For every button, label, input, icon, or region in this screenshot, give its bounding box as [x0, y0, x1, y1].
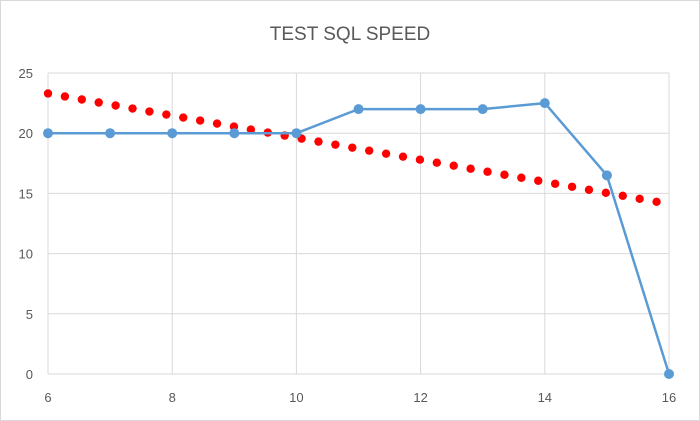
trendline-dot	[550, 179, 560, 188]
trendline-dot	[162, 110, 171, 119]
trendline-dot	[618, 191, 627, 201]
x-tick-label: 8	[169, 390, 176, 405]
trendline-dot	[652, 197, 661, 207]
series-line	[48, 101, 671, 375]
trendline-dot	[246, 125, 256, 134]
trendline-dot	[43, 89, 53, 98]
trendline-dot	[415, 155, 425, 164]
trendline-dot	[331, 140, 340, 149]
y-tick-label: 25	[19, 66, 33, 81]
trendline-dot	[483, 167, 492, 176]
trendline-dot	[60, 92, 70, 101]
trendline-dot	[348, 143, 357, 152]
trendline-dot	[449, 161, 458, 170]
trendline-dot	[466, 164, 475, 173]
data-point	[539, 98, 550, 109]
trendline-dot	[128, 104, 137, 113]
y-axis-ticks: 0 5 10 15 20 25	[19, 66, 33, 382]
x-tick-label: 10	[289, 390, 303, 405]
trendline-dot	[77, 95, 87, 104]
data-point	[601, 170, 612, 181]
trendline-dot	[179, 113, 188, 122]
data-point	[477, 104, 488, 115]
trendline-dot	[111, 101, 120, 110]
data-point	[43, 128, 53, 139]
data-point	[167, 128, 178, 139]
trendline-dot	[145, 107, 154, 116]
x-tick-label: 6	[44, 390, 51, 405]
trendline-dot	[195, 116, 205, 125]
trendline-dot	[601, 188, 611, 197]
trendline-dot	[398, 152, 408, 161]
trendline-dot	[635, 194, 644, 204]
trendline-dot	[534, 176, 543, 185]
trendline-dot	[500, 170, 509, 179]
data-point	[353, 104, 364, 115]
series	[43, 98, 674, 379]
x-tick-label: 16	[662, 390, 676, 405]
x-tick-label: 12	[413, 390, 427, 405]
gridlines	[47, 72, 670, 375]
data-point	[664, 369, 674, 379]
chart-title: TEST SQL SPEED	[270, 24, 431, 45]
data-point	[229, 128, 240, 139]
y-tick-label: 0	[26, 367, 33, 382]
x-tick-label: 14	[538, 390, 552, 405]
x-axis-ticks: 6 8 10 12 14 16	[44, 390, 676, 405]
trendline-dot	[94, 98, 103, 107]
y-tick-label: 10	[19, 247, 33, 262]
trendline-dot	[584, 185, 594, 194]
trendline-dot	[432, 158, 442, 167]
trendline	[43, 89, 661, 207]
data-point	[415, 104, 426, 115]
trendline-dot	[314, 137, 323, 146]
trendline-dot	[212, 119, 222, 128]
y-tick-label: 5	[26, 307, 33, 322]
trendline-dot	[567, 182, 577, 191]
trendline-dot	[364, 146, 374, 155]
data-point	[291, 128, 302, 139]
data-point	[105, 128, 116, 139]
y-tick-label: 20	[19, 126, 33, 141]
trendline-dot	[381, 149, 391, 158]
y-tick-label: 15	[19, 186, 33, 201]
trendline-dot	[517, 173, 526, 182]
